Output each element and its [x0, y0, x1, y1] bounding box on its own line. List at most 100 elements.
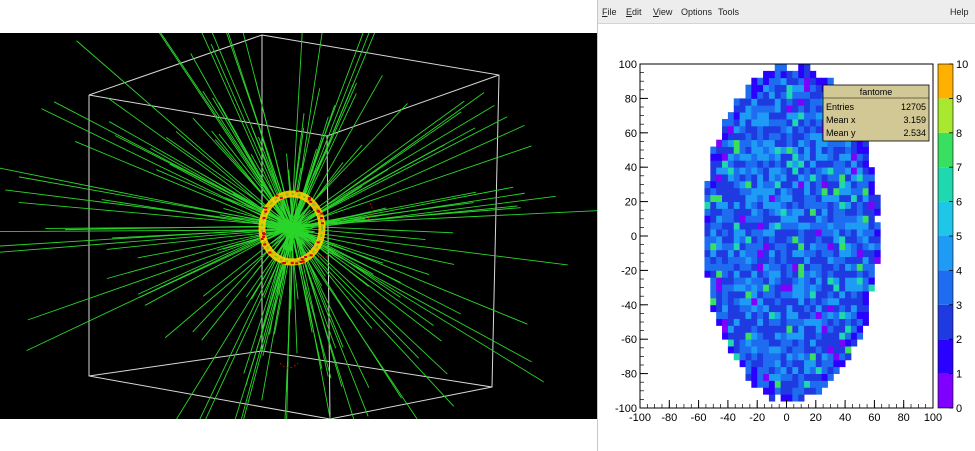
menu-help[interactable]: Help: [950, 7, 969, 17]
heatmap-cell: [774, 256, 782, 264]
heatmap-cell: [780, 318, 787, 326]
heatmap-cell: [751, 208, 758, 216]
heatmap-cell: [786, 105, 793, 113]
heatmap-cell: [809, 352, 817, 361]
core-track: [291, 209, 298, 229]
heatmap-cell: [798, 77, 805, 86]
heatmap-cell: [827, 359, 834, 368]
core-track: [291, 210, 305, 229]
menu-view[interactable]: View: [653, 7, 673, 17]
heatmap-cell: [739, 352, 746, 361]
heatmap-cell: [733, 125, 741, 134]
x-tick-label: 100: [924, 412, 942, 424]
menu-tools[interactable]: Tools: [718, 7, 740, 17]
heatmap-cell: [768, 215, 776, 223]
heatmap-cell: [745, 339, 752, 347]
curling-track: [367, 202, 373, 220]
core-track: [285, 227, 293, 251]
event-display-3d[interactable]: [0, 33, 602, 419]
heatmap-cell: [856, 277, 864, 285]
heatmap-cell: [809, 263, 817, 271]
heatmap-cell: [780, 105, 787, 113]
heatmap-cell: [827, 256, 834, 264]
heatmap-cell: [763, 373, 770, 381]
heatmap-cell: [757, 304, 764, 313]
heatmap-cell: [716, 167, 723, 175]
heatmap-cell: [751, 215, 758, 223]
menu-options[interactable]: Options: [681, 7, 713, 17]
heatmap-cell: [751, 359, 758, 368]
heatmap-cell: [821, 325, 828, 333]
heatmap-cell: [733, 208, 741, 216]
menu-file[interactable]: File: [602, 7, 617, 17]
hit-marker: [263, 243, 267, 246]
heatmap-cell: [815, 325, 823, 333]
heatmap-cell: [763, 153, 770, 161]
heatmap-cell: [804, 339, 811, 347]
heatmap-cell: [716, 160, 723, 168]
hit-marker: [309, 200, 313, 203]
histogram-svg[interactable]: -100 -80 -60 -40 -20 0 20 40 60 80 100-100-80-60-4…: [598, 25, 975, 451]
heatmap-cell: [774, 125, 782, 134]
menu-edit[interactable]: Edit: [626, 7, 642, 17]
heatmap-cell: [757, 242, 764, 251]
particle-track: [254, 78, 294, 230]
heatmap-cell: [704, 187, 711, 196]
heatmap-cell: [815, 277, 823, 285]
heatmap-cell: [815, 318, 823, 326]
heatmap-cell: [833, 325, 840, 333]
heatmap-cell: [792, 291, 799, 299]
event-display-canvas[interactable]: [0, 33, 602, 419]
y-tick-label: 20: [625, 197, 637, 209]
heatmap-cell: [757, 91, 764, 99]
heatmap-cell: [862, 256, 869, 264]
heatmap-cell: [710, 215, 717, 223]
heatmap-cell: [815, 236, 823, 244]
frame-edge: [326, 74, 500, 137]
heatmap-cell: [716, 194, 723, 202]
heatmap-cell: [827, 297, 834, 306]
heatmap-cell: [745, 249, 752, 258]
heatmap-cell: [710, 291, 717, 299]
heatmap-cell: [856, 291, 864, 299]
core-track: [268, 227, 293, 240]
stats-box: fantome Entries 12705 Mean x 3.159 Mean y 2.53…: [822, 84, 930, 142]
heatmap-cell: [780, 387, 787, 395]
heatmap-cell: [780, 277, 787, 285]
x-tick-label: 0: [783, 412, 789, 424]
heatmap-cell: [722, 256, 729, 264]
heatmap-cell: [774, 139, 782, 147]
heatmap-cell: [804, 91, 811, 99]
heatmap-cell: [757, 215, 764, 223]
heatmap-cell: [804, 380, 811, 388]
heatmap-cell: [704, 249, 711, 258]
heatmap-cell: [751, 284, 758, 292]
heatmap-cell: [751, 98, 758, 106]
heatmap-cell: [780, 112, 787, 120]
histogram-canvas[interactable]: -100 -80 -60 -40 -20 0 20 40 60 80 100 -100 -80 -60 -4…: [598, 25, 975, 451]
heatmap-cell: [745, 201, 752, 209]
heatmap-cell: [757, 263, 764, 271]
heatmap-cell: [862, 215, 869, 223]
heatmap-cell: [850, 325, 858, 333]
particle-track: [294, 230, 448, 375]
hit-marker: [268, 251, 272, 254]
particle-track: [289, 228, 455, 407]
heatmap-cell: [733, 146, 741, 154]
heatmap-cell: [839, 346, 846, 354]
particle-track: [291, 225, 454, 234]
heatmap-cell: [845, 318, 852, 326]
heatmap-cell: [809, 174, 817, 182]
heatmap-cell: [845, 297, 852, 306]
heatmap-cell: [827, 284, 834, 292]
heatmap-cell: [710, 263, 717, 271]
heatmap-cell: [850, 167, 858, 175]
heatmap-cell: [792, 84, 799, 92]
heatmap-cell: [815, 105, 823, 113]
root-canvas-window: File Edit View Options Tools Help -100 -8…: [597, 0, 975, 451]
heatmap-cell: [763, 119, 770, 127]
heatmap-cell: [727, 284, 735, 292]
heatmap-cell: [739, 270, 746, 278]
heatmap-cell: [733, 242, 741, 251]
heatmap-cell: [833, 263, 840, 271]
